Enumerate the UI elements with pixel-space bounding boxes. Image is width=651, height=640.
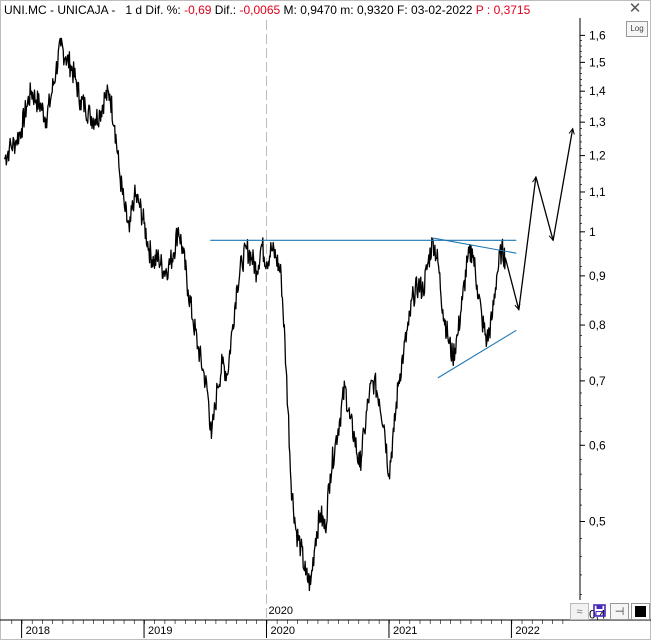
- x-tick-label: 2019: [148, 625, 172, 637]
- y-tick-label: 1,5: [589, 55, 606, 69]
- lower-trendline: [437, 329, 517, 379]
- pin-icon[interactable]: ⊣: [610, 603, 629, 620]
- x-tick-label: 2022: [515, 625, 539, 637]
- dif-pct-label: Dif. %:: [145, 3, 181, 17]
- y-tick-label: 1,1: [589, 185, 606, 199]
- x-tick-label: 2020: [271, 625, 295, 637]
- stop-icon[interactable]: [631, 603, 650, 620]
- dif-label: Dif.:: [214, 3, 237, 17]
- y-tick-label: 1,4: [589, 84, 606, 98]
- dif-value: -0,0065: [239, 3, 281, 17]
- y-tick-label: 1,3: [589, 115, 606, 129]
- instrument-name: UNICAJA: [57, 3, 109, 17]
- date-value: 03-02-2022: [411, 3, 473, 17]
- projection-arrowhead: [532, 175, 539, 183]
- symbol-label: UNI.MC: [4, 3, 47, 17]
- y-tick-label: 0,6: [589, 438, 606, 452]
- y-tick-label: 0,9: [589, 269, 606, 283]
- y-tick-label: 1,2: [589, 149, 606, 163]
- year-marker-label: 2020: [269, 605, 293, 617]
- period-label: 1 d: [125, 3, 143, 17]
- projection-arrowhead: [568, 127, 575, 135]
- price-value: 0,3715: [493, 3, 531, 17]
- log-scale-button[interactable]: Log: [626, 21, 648, 37]
- projection-line: [504, 128, 574, 311]
- price-label: P :: [475, 3, 491, 17]
- save-icon[interactable]: [591, 603, 608, 618]
- upper-trendline: [433, 237, 517, 254]
- projection-arrowhead: [548, 234, 555, 242]
- y-tick-label: 1,6: [589, 28, 606, 42]
- chart-header: UNI.MC - UNICAJA - 1 d Dif. %: -0,69 Dif…: [4, 3, 531, 17]
- chart-toolbar: ≈ ⊣: [570, 603, 650, 620]
- x-tick-label: 2018: [26, 625, 50, 637]
- price-line: [3, 37, 506, 592]
- y-tick-label: 0,5: [589, 514, 606, 528]
- max-value: 0,9470: [300, 3, 337, 17]
- y-tick-label: 1: [589, 225, 596, 239]
- min-value: 0,9320: [356, 3, 394, 17]
- y-tick-label: 0,7: [589, 374, 606, 388]
- wave-icon[interactable]: ≈: [570, 603, 589, 620]
- min-label: m:: [340, 3, 354, 17]
- projection-arrowhead: [514, 303, 521, 311]
- dif-pct-value: -0,69: [184, 3, 212, 17]
- max-label: M:: [283, 3, 297, 17]
- x-tick-label: 2021: [393, 625, 417, 637]
- date-label: F:: [397, 3, 408, 17]
- close-icon[interactable]: ✕: [628, 0, 642, 17]
- y-tick-label: 0,8: [589, 318, 606, 332]
